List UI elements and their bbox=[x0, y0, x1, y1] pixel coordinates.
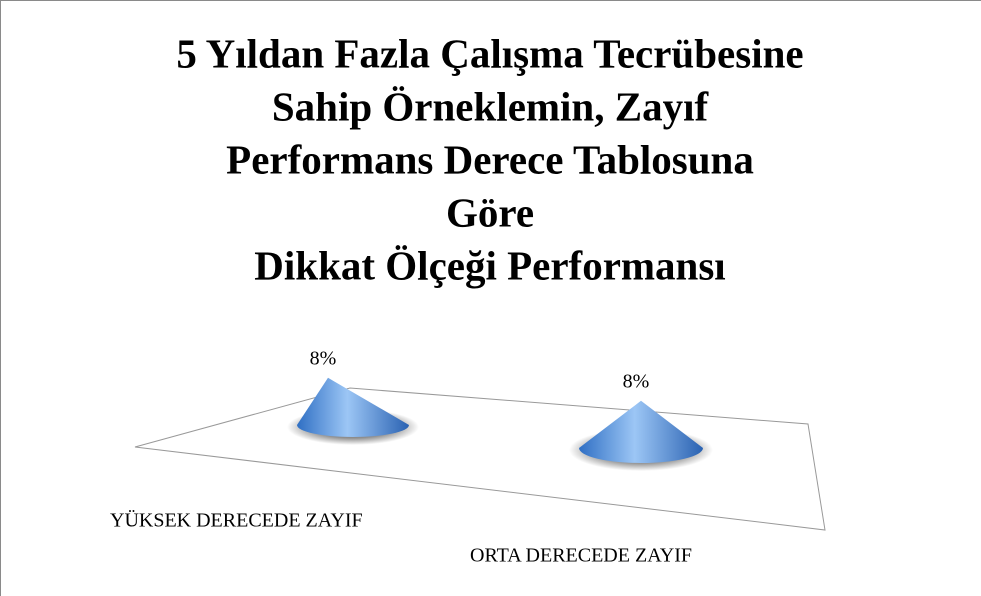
cone bbox=[297, 377, 409, 437]
title-line: Göre bbox=[446, 189, 534, 235]
title-line: Dikkat Ölçeği Performansı bbox=[254, 242, 725, 288]
data-label: 8% bbox=[310, 347, 337, 369]
title-line: 5 Yıldan Fazla Çalışma Tecrübesine bbox=[176, 30, 803, 76]
data-label: 8% bbox=[623, 370, 650, 392]
title-line: Sahip Örneklemin, Zayıf bbox=[272, 83, 710, 129]
cone bbox=[579, 400, 703, 463]
category-label: ORTA DERECEDE ZAYIF bbox=[470, 545, 692, 567]
category-label: YÜKSEK DERECEDE ZAYIF bbox=[110, 509, 363, 532]
title: 5 Yıldan Fazla Çalışma Tecrübesine Sahip … bbox=[176, 30, 803, 288]
title-line: Performans Derece Tablosuna bbox=[226, 136, 754, 182]
